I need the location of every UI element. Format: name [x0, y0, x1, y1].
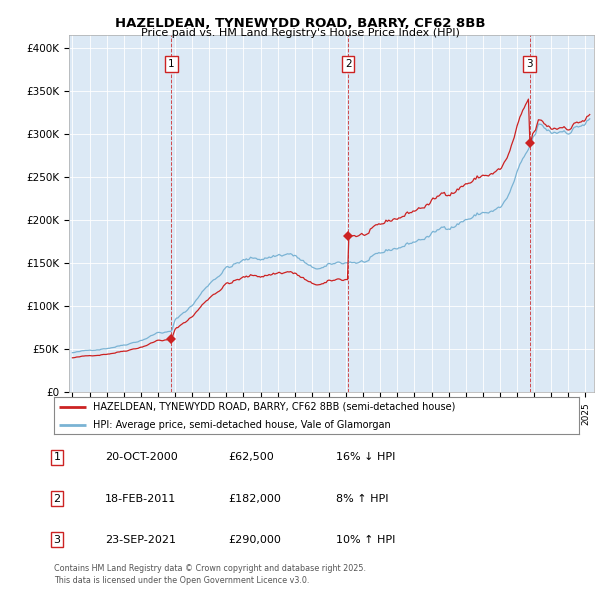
Text: 1: 1 [168, 59, 175, 69]
Text: 18-FEB-2011: 18-FEB-2011 [105, 494, 176, 503]
Text: 10% ↑ HPI: 10% ↑ HPI [336, 535, 395, 545]
Text: HAZELDEAN, TYNEWYDD ROAD, BARRY, CF62 8BB: HAZELDEAN, TYNEWYDD ROAD, BARRY, CF62 8B… [115, 17, 485, 30]
Text: 2: 2 [53, 494, 61, 503]
Text: 3: 3 [53, 535, 61, 545]
Text: 16% ↓ HPI: 16% ↓ HPI [336, 453, 395, 462]
Text: 8% ↑ HPI: 8% ↑ HPI [336, 494, 389, 503]
Text: 2: 2 [345, 59, 352, 69]
Text: 20-OCT-2000: 20-OCT-2000 [105, 453, 178, 462]
Text: 23-SEP-2021: 23-SEP-2021 [105, 535, 176, 545]
Text: £182,000: £182,000 [228, 494, 281, 503]
Text: £62,500: £62,500 [228, 453, 274, 462]
Text: Price paid vs. HM Land Registry's House Price Index (HPI): Price paid vs. HM Land Registry's House … [140, 28, 460, 38]
Text: HPI: Average price, semi-detached house, Vale of Glamorgan: HPI: Average price, semi-detached house,… [94, 420, 391, 430]
Text: £290,000: £290,000 [228, 535, 281, 545]
Text: Contains HM Land Registry data © Crown copyright and database right 2025.
This d: Contains HM Land Registry data © Crown c… [54, 565, 366, 585]
Text: HAZELDEAN, TYNEWYDD ROAD, BARRY, CF62 8BB (semi-detached house): HAZELDEAN, TYNEWYDD ROAD, BARRY, CF62 8B… [94, 402, 456, 412]
Text: 1: 1 [53, 453, 61, 462]
Text: 3: 3 [526, 59, 533, 69]
